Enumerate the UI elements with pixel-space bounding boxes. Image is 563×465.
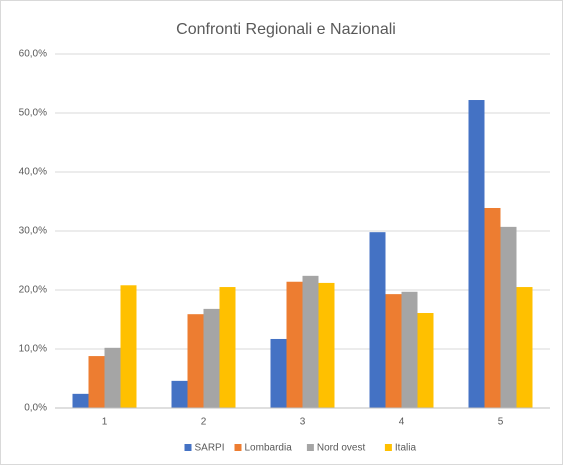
legend-swatch: [234, 444, 242, 451]
bar: [484, 207, 501, 408]
y-tick-label: 0,0%: [24, 403, 47, 414]
legend-swatch: [384, 444, 392, 451]
y-tick-label: 50,0%: [19, 108, 47, 119]
chart-title: Confronti Regionali e Nazionali: [176, 21, 396, 38]
bar: [187, 314, 204, 408]
legend-label: Lombardia: [245, 443, 293, 454]
legend-swatch: [306, 444, 314, 451]
x-tick-label: 1: [102, 417, 108, 428]
x-tick-label: 4: [399, 417, 405, 428]
bar: [318, 282, 335, 408]
bar: [171, 380, 188, 408]
legend-swatch: [184, 444, 192, 451]
bar: [120, 285, 137, 408]
bar: [88, 356, 105, 408]
legend-label: Italia: [395, 443, 417, 454]
bar: [302, 275, 319, 408]
x-tick-label: 5: [498, 417, 504, 428]
bar: [500, 226, 517, 408]
y-tick-label: 10,0%: [19, 344, 47, 355]
bar: [104, 347, 121, 408]
y-tick-label: 60,0%: [19, 49, 47, 60]
bar: [468, 100, 485, 409]
bar: [369, 232, 386, 408]
bar: [219, 287, 236, 408]
bar: [270, 338, 287, 408]
legend-label: SARPI: [195, 443, 225, 454]
y-tick-label: 20,0%: [19, 285, 47, 296]
y-tick-label: 40,0%: [19, 167, 47, 178]
x-tick-label: 3: [300, 417, 306, 428]
bar: [203, 308, 220, 408]
bar: [385, 294, 402, 408]
bar: [72, 393, 89, 408]
bar: [401, 291, 418, 408]
bar: [286, 281, 303, 408]
bar: [516, 287, 533, 408]
legend-label: Nord ovest: [317, 443, 366, 454]
y-tick-label: 30,0%: [19, 226, 47, 237]
bar: [417, 313, 434, 408]
x-tick-label: 2: [201, 417, 207, 428]
